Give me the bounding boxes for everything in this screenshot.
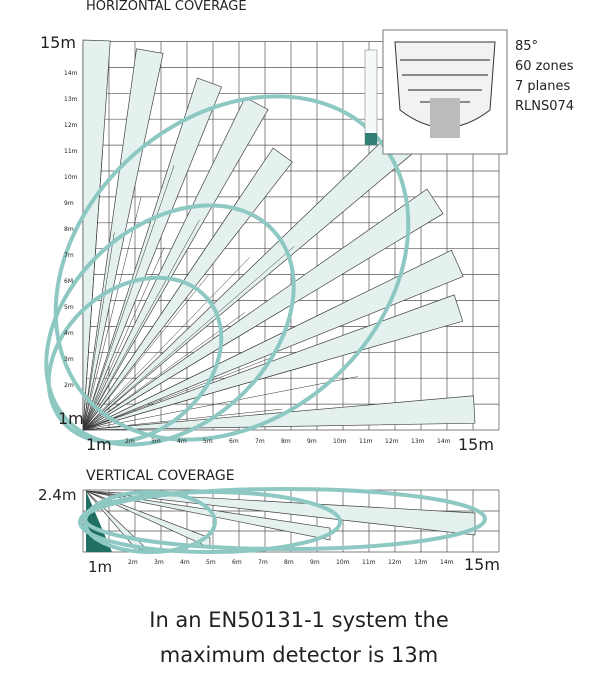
beam-line	[82, 197, 240, 431]
y-label: 12m	[64, 122, 78, 129]
x-label: 2m	[125, 438, 135, 445]
y-label: 3m	[64, 356, 74, 363]
vertical-title: VERTICAL COVERAGE	[86, 468, 235, 484]
vertical-x-start: 1m	[88, 558, 112, 576]
y-label: 5m	[64, 304, 74, 311]
x-label: 13m	[414, 559, 428, 566]
y-label: 13m	[64, 96, 78, 103]
y-label: 11m	[64, 148, 78, 155]
horizontal-title: HORIZONTAL COVERAGE	[86, 0, 247, 14]
beam-line	[82, 274, 210, 431]
x-label: 4m	[180, 559, 190, 566]
y-label: 8m	[64, 226, 74, 233]
y-label: 14m	[64, 70, 78, 77]
legend: 85° 60 zones 7 planes RLNS074	[515, 39, 574, 114]
beam-line	[82, 358, 270, 431]
beam-line	[82, 257, 250, 431]
coverage-ellipse	[83, 490, 217, 554]
x-label: 11m	[362, 559, 376, 566]
coverage-ellipse	[78, 490, 342, 554]
y-label: 2m	[64, 382, 74, 389]
vertical-ellipses	[78, 487, 487, 554]
x-label: 10m	[336, 559, 350, 566]
detector-center	[430, 98, 460, 138]
horizontal-beams	[82, 39, 476, 431]
x-label: 14m	[437, 438, 451, 445]
origin-label: 1m	[58, 409, 84, 428]
beam	[82, 77, 223, 431]
x-end-label: 15m	[458, 435, 494, 454]
x-label: 9m	[307, 438, 317, 445]
y-label: 10m	[64, 174, 78, 181]
legend-line: 85°	[515, 39, 538, 54]
x-label: 6m	[229, 438, 239, 445]
beam-line	[82, 197, 142, 431]
x-label: 14m	[440, 559, 454, 566]
beam-line	[82, 376, 358, 431]
legend-line: 7 planes	[515, 79, 570, 94]
beam-line	[82, 165, 175, 431]
x-label: 8m	[284, 559, 294, 566]
beam-line	[82, 408, 282, 431]
caption-line: maximum detector is 13m	[160, 643, 438, 667]
caption-line: In an EN50131-1 system the	[149, 608, 449, 632]
x-label: 11m	[359, 438, 373, 445]
y-label: 9m	[64, 200, 74, 207]
x-label: 7m	[258, 559, 268, 566]
scale-bar-dark	[365, 133, 377, 145]
x-label: 10m	[333, 438, 347, 445]
vertical-axis-labels: 2m 3m 4m 5m 6m 7m 8m 9m 10m 11m 12m 13m 14m	[128, 559, 454, 566]
x-label: 5m	[206, 559, 216, 566]
x-start-label: 1m	[86, 435, 112, 454]
coverage-ellipse	[46, 275, 224, 445]
legend-line: 60 zones	[515, 59, 574, 74]
x-label: 3m	[151, 438, 161, 445]
beam-line	[82, 306, 289, 431]
coverage-ellipse	[44, 203, 296, 447]
detector-planes	[400, 59, 490, 113]
x-label: 12m	[388, 559, 402, 566]
scale-bar	[364, 49, 378, 146]
x-label: 8m	[281, 438, 291, 445]
top-label: 15m	[40, 33, 76, 52]
beam-line	[82, 246, 295, 431]
y-label: 4m	[64, 330, 74, 337]
x-label: 4m	[177, 438, 187, 445]
beam	[82, 48, 164, 431]
beam-line	[82, 150, 103, 431]
legend-graphic	[364, 29, 508, 155]
vertical-beam	[85, 490, 211, 549]
x-label: 5m	[203, 438, 213, 445]
x-label: 3m	[154, 559, 164, 566]
vertical-x-end: 15m	[464, 555, 500, 574]
vertical-top-label: 2.4m	[38, 486, 76, 504]
y-label: 7m	[64, 252, 74, 259]
x-label: 7m	[255, 438, 265, 445]
vertical-beam	[85, 490, 476, 536]
x-label: 9m	[310, 559, 320, 566]
x-label: 12m	[385, 438, 399, 445]
x-label: 6m	[232, 559, 242, 566]
x-label: 2m	[128, 559, 138, 566]
beam-line	[82, 307, 335, 431]
horizontal-axis-labels: 14m 13m 12m 11m 10m 9m 8m 7m 6M 5m 4m 3m 2m 2m 3m 4m 5m 6…	[64, 70, 451, 445]
beam	[82, 395, 476, 431]
legend-line: RLNS074	[515, 99, 574, 114]
y-label: 6M	[64, 278, 73, 285]
x-label: 13m	[411, 438, 425, 445]
beam-line	[82, 219, 200, 431]
beam-line	[82, 312, 245, 431]
